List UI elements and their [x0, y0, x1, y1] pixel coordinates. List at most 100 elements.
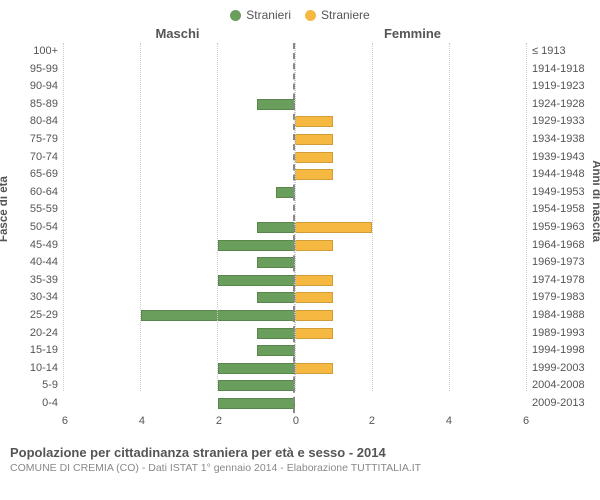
birth-year-label: 1954-1958: [532, 201, 590, 219]
pyramid-plot: Fasce di età 100+95-9990-9485-8980-8475-…: [10, 43, 590, 441]
x-tick-label: 2: [369, 415, 375, 427]
age-band-label: 30-34: [10, 289, 58, 307]
legend-swatch-female: [305, 10, 316, 21]
bar-male: [257, 328, 295, 339]
birth-year-label: 2004-2008: [532, 377, 590, 395]
bar-female: [295, 328, 333, 339]
header-female: Femmine: [295, 26, 590, 41]
gridline: [217, 43, 218, 391]
birth-year-label: 1924-1928: [532, 96, 590, 114]
bar-female: [295, 169, 333, 180]
bar-female: [295, 134, 333, 145]
bar-female: [295, 292, 333, 303]
birth-year-label: 1969-1973: [532, 254, 590, 272]
age-band-label: 15-19: [10, 342, 58, 360]
birth-year-label: 1934-1938: [532, 131, 590, 149]
chart-headers: Maschi Femmine: [10, 26, 590, 41]
x-tick-label: 6: [523, 415, 529, 427]
chart-caption: Popolazione per cittadinanza straniera p…: [10, 445, 590, 474]
birth-year-label: 1929-1933: [532, 113, 590, 131]
header-male: Maschi: [10, 26, 295, 41]
x-axis-right: 2 4 6: [295, 413, 526, 433]
birth-year-label: 1994-1998: [532, 342, 590, 360]
birth-year-label: 1914-1918: [532, 61, 590, 79]
age-band-label: 10-14: [10, 360, 58, 378]
bar-female: [295, 310, 333, 321]
age-band-label: 0-4: [10, 395, 58, 413]
caption-subtitle: COMUNE DI CREMIA (CO) - Dati ISTAT 1° ge…: [10, 462, 590, 474]
bar-female: [295, 363, 333, 374]
population-pyramid-chart: Stranieri Straniere Maschi Femmine Fasce…: [0, 0, 600, 500]
birth-year-label: 1984-1988: [532, 307, 590, 325]
age-band-label: 75-79: [10, 131, 58, 149]
gridline: [372, 43, 373, 391]
y-labels-age: 100+95-9990-9485-8980-8475-7970-7465-696…: [10, 43, 64, 441]
age-band-label: 65-69: [10, 166, 58, 184]
x-tick-label: 4: [446, 415, 452, 427]
age-band-label: 95-99: [10, 61, 58, 79]
age-band-label: 50-54: [10, 219, 58, 237]
birth-year-label: 1999-2003: [532, 360, 590, 378]
birth-year-label: 1979-1983: [532, 289, 590, 307]
bar-female: [295, 222, 372, 233]
gridline: [63, 43, 64, 391]
age-band-label: 20-24: [10, 325, 58, 343]
birth-year-label: 2009-2013: [532, 395, 590, 413]
birth-year-label: 1989-1993: [532, 325, 590, 343]
bar-female: [295, 275, 333, 286]
y-axis-right-title: Anni di nascita: [590, 160, 600, 242]
bar-female: [295, 116, 333, 127]
left-panel-male: 0246: [64, 43, 295, 413]
age-band-label: 70-74: [10, 149, 58, 167]
bar-male: [218, 380, 295, 391]
age-band-label: 45-49: [10, 237, 58, 255]
age-band-label: 90-94: [10, 78, 58, 96]
legend-item-female: Straniere: [305, 8, 370, 22]
birth-year-label: 1944-1948: [532, 166, 590, 184]
legend-swatch-male: [230, 10, 241, 21]
bar-female: [295, 240, 333, 251]
plot-area: 0246 2 4 6: [64, 43, 526, 441]
age-band-label: 40-44: [10, 254, 58, 272]
birth-year-label: 1964-1968: [532, 237, 590, 255]
age-band-label: 35-39: [10, 272, 58, 290]
age-band-label: 55-59: [10, 201, 58, 219]
birth-year-label: 1939-1943: [532, 149, 590, 167]
bar-male: [218, 275, 295, 286]
birth-year-label: 1974-1978: [532, 272, 590, 290]
age-band-label: 100+: [10, 43, 58, 61]
bar-male: [257, 222, 295, 233]
caption-title: Popolazione per cittadinanza straniera p…: [10, 445, 590, 460]
birth-year-label: ≤ 1913: [532, 43, 590, 61]
right-panel-female: 246: [295, 43, 526, 413]
birth-year-label: 1959-1963: [532, 219, 590, 237]
bar-male: [218, 363, 295, 374]
gridline: [140, 43, 141, 391]
bars-male: [64, 43, 295, 412]
bar-male: [257, 99, 295, 110]
legend-label-female: Straniere: [321, 8, 370, 22]
birth-year-label: 1949-1953: [532, 184, 590, 202]
age-band-label: 80-84: [10, 113, 58, 131]
x-tick-label: 4: [139, 415, 145, 427]
age-band-label: 5-9: [10, 377, 58, 395]
age-band-label: 85-89: [10, 96, 58, 114]
legend-label-male: Stranieri: [246, 8, 291, 22]
bar-male: [257, 292, 295, 303]
x-tick-label: 2: [216, 415, 222, 427]
y-labels-birthyear: ≤ 19131914-19181919-19231924-19281929-19…: [526, 43, 590, 441]
y-axis-left-title: Fasce di età: [0, 176, 10, 242]
bars-female: [295, 43, 526, 412]
legend-item-male: Stranieri: [230, 8, 291, 22]
x-tick-label: 6: [62, 415, 68, 427]
age-band-label: 25-29: [10, 307, 58, 325]
bar-female: [295, 152, 333, 163]
x-axis-left: 0246: [64, 413, 295, 433]
bar-male: [218, 398, 295, 409]
gridline: [449, 43, 450, 391]
age-band-label: 60-64: [10, 184, 58, 202]
legend: Stranieri Straniere: [10, 8, 590, 22]
bar-male: [218, 240, 295, 251]
bar-male: [257, 257, 295, 268]
gridline: [295, 43, 296, 391]
